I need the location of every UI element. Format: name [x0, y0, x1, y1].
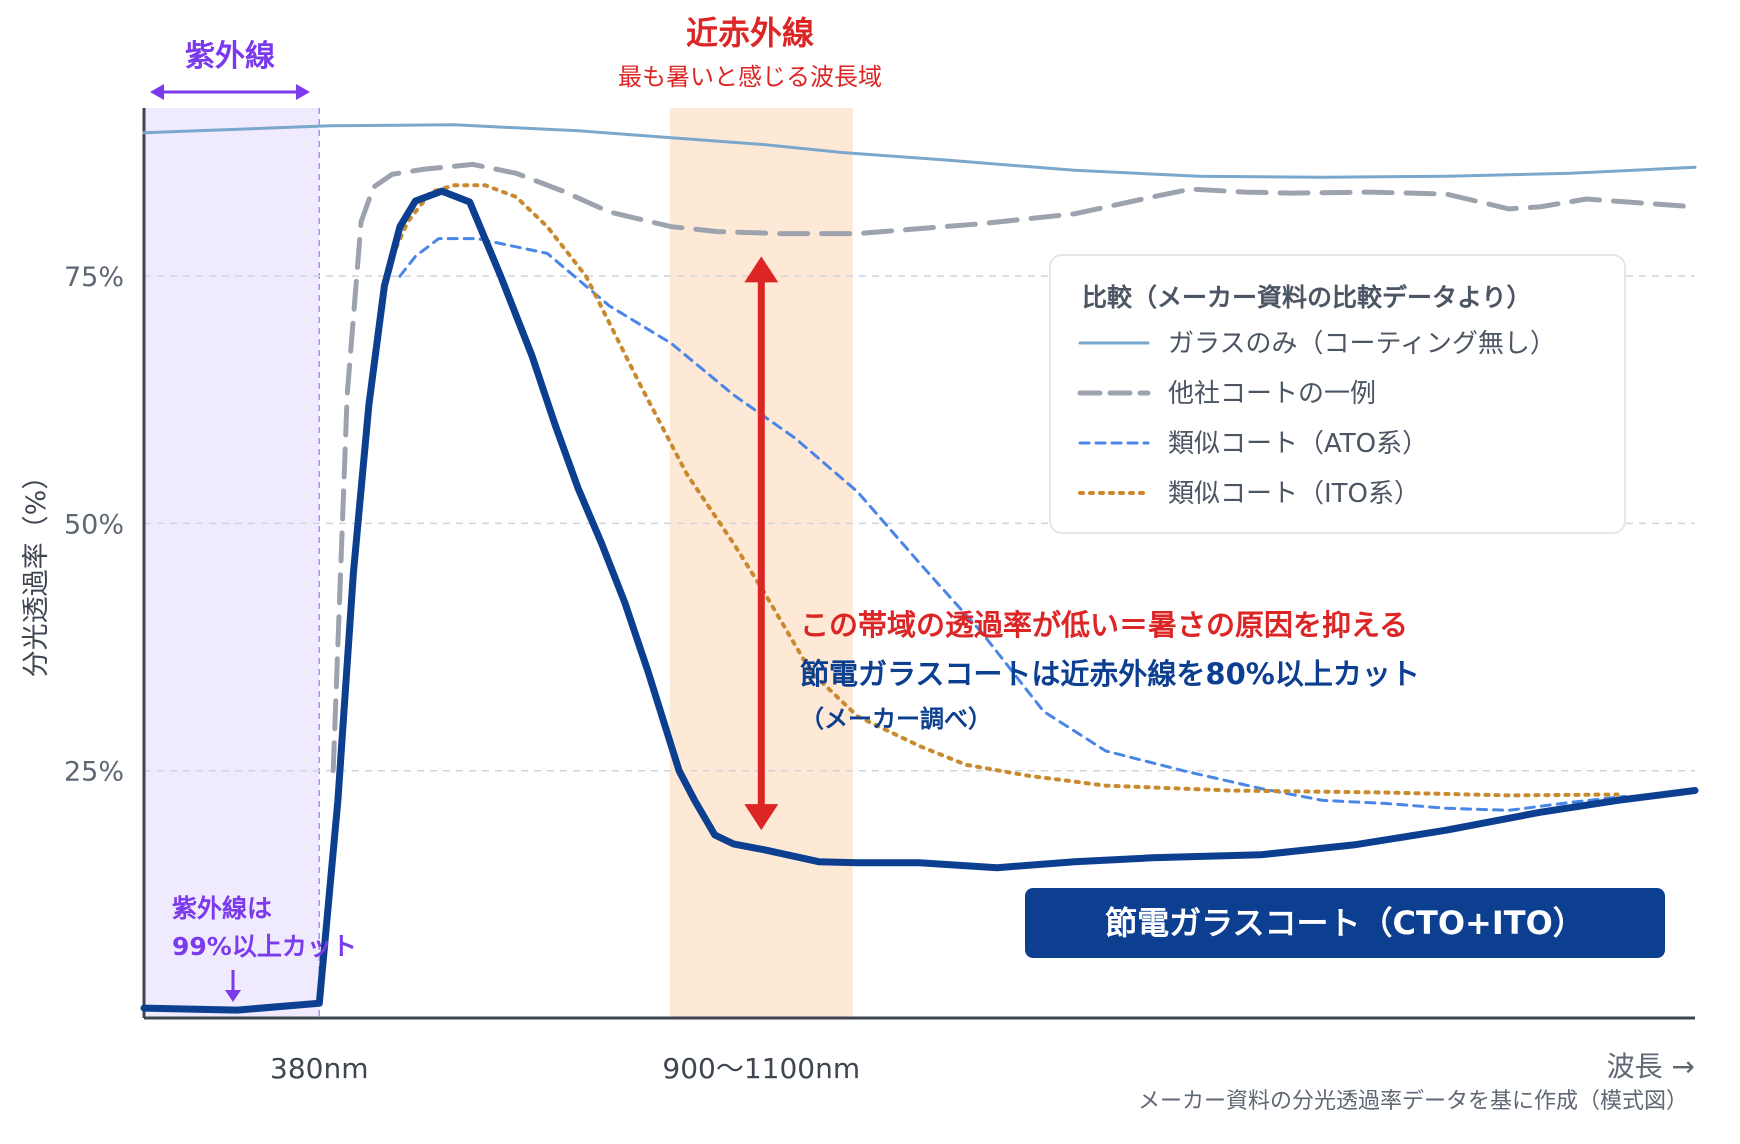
uv-note-line1: 紫外線は — [172, 894, 272, 923]
legend-box — [1049, 254, 1626, 534]
axis-titles: 分光透過率（%） 波長 → メーカー資料の分光透過率データを基に作成（模式図） — [21, 463, 1695, 1114]
legend: 比較（メーカー資料の比較データより） ガラスのみ（コーティング無し） 他社コートの… — [1049, 254, 1626, 534]
uv-band — [144, 108, 320, 1018]
band-titles: 紫外線 近赤外線 最も暑いと感じる波長域 — [150, 14, 882, 100]
uv-note-arrow-head — [225, 990, 241, 1002]
series-lines — [140, 123, 1699, 1014]
nir-note-title: この帯域の透過率が低い＝暑さの原因を抑える — [800, 608, 1408, 642]
legend-label-3: 類似コート（ITO系） — [1168, 479, 1420, 509]
nir-note-claim: 節電ガラスコートは近赤外線を80%以上カット — [800, 657, 1420, 691]
series-line-3 — [390, 183, 1620, 798]
x-tick-label: 900〜1100nm — [662, 1052, 860, 1085]
nir-note-source: （メーカー調べ） — [800, 705, 992, 733]
legend-label-0: ガラスのみ（コーティング無し） — [1168, 329, 1556, 359]
product-label-box — [1025, 888, 1665, 958]
x-axis-title: 波長 → — [1607, 1050, 1695, 1083]
y-axis-title: 分光透過率（%） — [21, 463, 52, 678]
series-line-4 — [140, 187, 1699, 1014]
arrow-head-bottom — [744, 804, 779, 831]
source-note: メーカー資料の分光透過率データを基に作成（模式図） — [1138, 1089, 1688, 1114]
x-tick-label: 380nm — [270, 1052, 368, 1085]
nir-band-subtitle: 最も暑いと感じる波長域 — [618, 63, 882, 91]
legend-title: 比較（メーカー資料の比較データより） — [1082, 283, 1532, 312]
uv-band-arrow-right-head — [296, 84, 310, 100]
y-tick-label: 50% — [64, 509, 124, 540]
nir-band-title: 近赤外線 — [686, 14, 814, 52]
arrow-head-top — [744, 256, 779, 283]
axes — [142, 108, 1695, 1020]
uv-band-arrow-left-head — [150, 84, 164, 100]
uv-note-line2: 99%以上カット — [172, 932, 357, 961]
y-tick-label: 75% — [64, 262, 124, 293]
product-label: 節電ガラスコート（CTO+ITO） — [1105, 904, 1585, 942]
y-tick-label: 25% — [64, 757, 124, 788]
tick-labels: 25% 50% 75% 380nm 900〜1100nm — [64, 262, 860, 1085]
series-line-2 — [398, 237, 1627, 812]
reduction-arrow — [744, 256, 779, 831]
uv-band-title: 紫外線 — [185, 39, 275, 74]
series-line-1 — [330, 161, 1698, 774]
annotations: この帯域の透過率が低い＝暑さの原因を抑える 節電ガラスコートは近赤外線を80%以… — [172, 608, 1665, 1002]
series-line-0 — [142, 123, 1697, 179]
legend-label-1: 他社コートの一例 — [1168, 379, 1376, 409]
legend-label-2: 類似コート（ATO系） — [1168, 429, 1428, 459]
